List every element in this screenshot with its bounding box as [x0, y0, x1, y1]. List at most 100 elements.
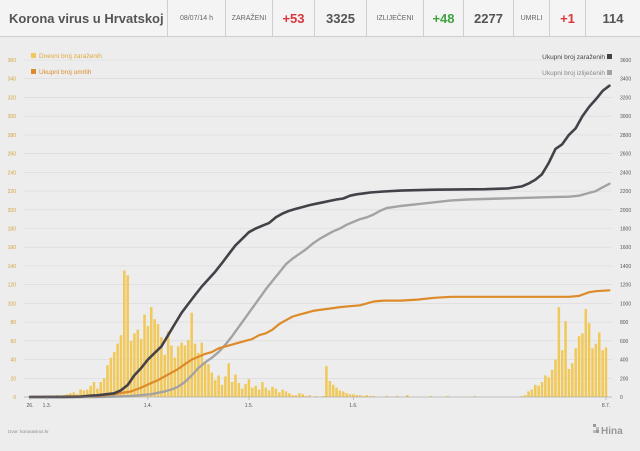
left-tick-label: 80: [10, 320, 16, 326]
daily-case-bar: [166, 331, 170, 397]
daily-case-bar: [278, 392, 281, 397]
daily-case-bar: [210, 372, 214, 397]
daily-case-bar: [523, 395, 527, 397]
legend-daily-cases: Dnevni broj zaraženih: [39, 53, 102, 60]
daily-case-bar: [183, 345, 187, 397]
daily-case-bar: [72, 392, 76, 397]
page-title: Korona virus u Hrvatskoj: [0, 0, 168, 36]
daily-case-bar: [86, 389, 89, 397]
daily-case-bar: [429, 396, 433, 397]
header-bar: Korona virus u Hrvatskoj 08/07/14 h ZARA…: [0, 0, 640, 37]
daily-case-bar: [230, 382, 234, 397]
daily-case-bar: [298, 393, 301, 397]
right-tick-label: 2400: [620, 170, 631, 176]
daily-case-bar: [325, 366, 328, 397]
daily-case-bar: [112, 352, 116, 397]
right-tick-label: 1400: [620, 264, 631, 270]
daily-case-bar: [355, 395, 358, 397]
right-tick-label: 1200: [620, 283, 631, 289]
right-tick-label: 800: [620, 320, 629, 326]
daily-case-bar: [200, 342, 204, 397]
daily-case-bar: [301, 394, 305, 397]
source-note: Izvor: koronavirus.hr: [8, 429, 49, 434]
grid: [24, 59, 612, 398]
daily-case-bar: [308, 395, 311, 397]
daily-case-bar: [261, 382, 264, 397]
left-tick-label: 100: [8, 301, 17, 307]
left-tick-label: 160: [8, 245, 17, 251]
daily-case-bar: [150, 307, 153, 397]
daily-case-bar: [187, 339, 190, 397]
daily-case-bar: [372, 396, 375, 397]
daily-case-bar: [534, 384, 537, 397]
left-tick-label: 240: [8, 170, 17, 176]
daily-case-bar: [119, 335, 123, 397]
legend-total-recovered: Ukupni broj izliječenih: [542, 70, 605, 77]
daily-case-bar: [123, 270, 126, 397]
total-deaths-line: [28, 289, 611, 399]
recovered-total: 2277: [464, 0, 514, 36]
daily-case-bar: [207, 364, 210, 397]
daily-case-bar: [197, 353, 200, 397]
legend-total-deaths: Ukupni broj umrlih: [39, 69, 92, 76]
update-date: 08/07/14 h: [168, 0, 226, 36]
left-tick-label: 40: [10, 358, 16, 364]
daily-case-bar: [274, 388, 278, 397]
right-tick-label: 2800: [620, 133, 631, 139]
left-tick-label: 140: [8, 264, 17, 270]
deaths-label: UMRLI: [514, 0, 550, 36]
daily-case-bar: [547, 377, 550, 397]
left-tick-label: 260: [8, 152, 17, 158]
daily-case-bar: [365, 395, 369, 397]
daily-case-bar: [156, 323, 160, 397]
daily-case-bar: [544, 375, 547, 397]
daily-case-bar: [315, 396, 318, 397]
daily-case-bar: [591, 348, 594, 397]
x-tick-label: 1.3.: [43, 403, 51, 409]
daily-case-bar: [224, 376, 227, 397]
daily-case-bar: [358, 395, 362, 397]
daily-case-bar: [560, 350, 564, 397]
x-tick-label: 1.5.: [245, 403, 253, 409]
daily-case-bar: [571, 363, 574, 397]
daily-case-bar: [304, 396, 308, 397]
covid-chart: 0 0 20 200 40 400 60 600 80 800 100 1000 120 1200 140 1…: [8, 53, 631, 437]
daily-case-bar: [321, 396, 325, 397]
recovered-delta: +48: [424, 0, 464, 36]
infected-total: 3325: [315, 0, 367, 36]
right-tick-label: 3600: [620, 58, 631, 64]
right-tick-label: 1800: [620, 227, 631, 233]
daily-case-bar: [190, 312, 193, 397]
daily-case-bar: [537, 385, 540, 397]
daily-case-bar: [604, 347, 608, 397]
daily-case-bar: [550, 369, 554, 397]
hina-logo: Hina: [593, 424, 623, 437]
x-tick-label: 26.: [27, 403, 34, 409]
daily-case-bar: [557, 307, 561, 397]
daily-case-bar: [584, 309, 588, 397]
legend-swatch-deaths: [31, 69, 36, 74]
daily-case-bar: [564, 321, 567, 397]
daily-case-bar: [203, 361, 207, 397]
daily-case-bar: [294, 395, 298, 397]
daily-case-bar: [82, 390, 86, 397]
daily-case-bar: [170, 345, 173, 397]
daily-case-bar: [594, 343, 598, 397]
total-lines: [28, 84, 611, 399]
x-tick-label: 8.7.: [602, 403, 610, 409]
right-tick-label: 3000: [620, 114, 631, 120]
daily-case-bar: [99, 382, 102, 397]
daily-case-bar: [109, 357, 113, 397]
daily-case-bar: [247, 379, 251, 397]
x-tick-label: 1.4.: [144, 403, 152, 409]
daily-case-bar: [237, 382, 241, 397]
right-tick-label: 3200: [620, 95, 631, 101]
daily-case-bar: [180, 342, 183, 397]
left-tick-label: 0: [13, 395, 16, 401]
deaths-delta: +1: [550, 0, 586, 36]
right-tick-label: 3400: [620, 77, 631, 83]
daily-case-bar: [126, 275, 129, 397]
daily-case-bar: [96, 388, 99, 397]
left-tick-label: 20: [10, 376, 16, 382]
x-tick-label: 1.6.: [349, 403, 357, 409]
